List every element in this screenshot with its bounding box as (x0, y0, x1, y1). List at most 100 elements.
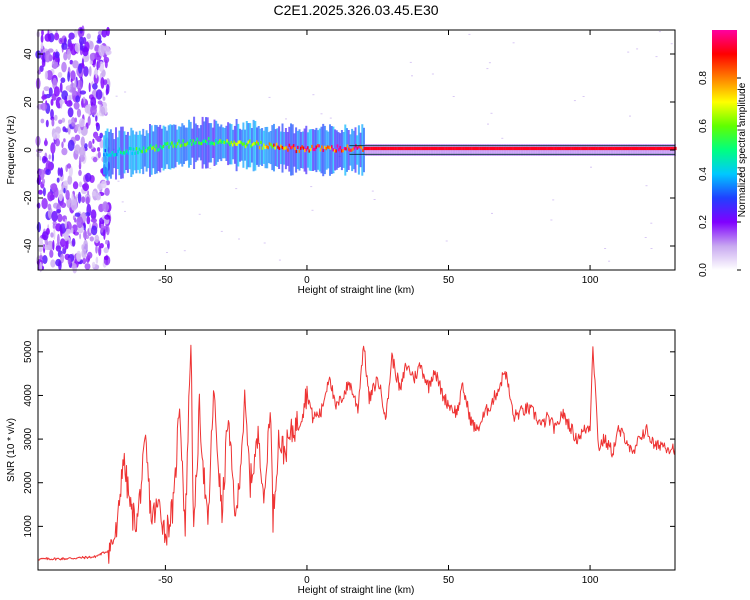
noise-blob (66, 163, 72, 169)
ridge-core (207, 137, 210, 141)
noise-blob (44, 70, 49, 80)
ridge-core (247, 140, 250, 144)
noise-blob (105, 45, 111, 56)
ridge-core (342, 149, 344, 153)
ridge-halo (273, 123, 275, 172)
ridge-core (505, 146, 507, 151)
x-tick-label: 100 (582, 575, 599, 586)
ridge-core (551, 146, 554, 151)
ridge-core (653, 146, 656, 151)
ridge-core (605, 146, 608, 151)
noise-blob (65, 189, 70, 201)
ridge-core (322, 148, 325, 152)
ridge-core (261, 146, 264, 150)
noise-blob (60, 253, 65, 264)
noise-blob (48, 154, 51, 160)
ridge-core (349, 148, 351, 152)
noise-blob (95, 245, 98, 254)
noise-blob (67, 107, 74, 118)
ridge-core (673, 146, 676, 151)
ridge-core (495, 146, 497, 151)
ridge-core (451, 146, 453, 151)
ridge-core (387, 146, 390, 151)
ridge-core (400, 146, 402, 151)
ridge-core (638, 146, 640, 151)
noise-speck (670, 43, 673, 45)
ridge-core (298, 149, 301, 153)
ridge-core (394, 146, 397, 151)
ridge-core (458, 146, 460, 151)
ridge-core (479, 146, 482, 151)
ridge-core (373, 146, 376, 151)
ridge-core (147, 147, 149, 151)
ridge-halo (203, 121, 206, 165)
ridge-core (633, 146, 636, 151)
y-tick-label: -20 (23, 190, 34, 205)
noise-blob (97, 147, 101, 152)
noise-blob (63, 180, 69, 186)
noise-blob (55, 245, 62, 252)
ridge-core (155, 144, 158, 148)
ridge-core (525, 146, 527, 151)
ridge-halo (155, 125, 158, 174)
ridge-core (339, 146, 342, 150)
ridge-core (159, 145, 162, 149)
noise-blob (43, 157, 48, 162)
noise-blob (60, 227, 63, 237)
ridge-core (376, 146, 378, 151)
ridge-core (304, 149, 306, 153)
y-tick-label: 40 (23, 48, 34, 60)
ridge-halo (130, 127, 133, 177)
noise-blob (53, 132, 60, 141)
ridge-core (314, 147, 316, 152)
noise-blob (54, 32, 60, 41)
noise-blob (86, 33, 91, 40)
noise-blob (58, 119, 63, 125)
noise-blob (45, 168, 51, 176)
ridge-core (472, 146, 475, 151)
noise-blob (55, 138, 60, 147)
ridge-core (421, 146, 424, 151)
ridge-core (331, 145, 333, 149)
ridge-halo (150, 125, 153, 175)
noise-blob (74, 117, 77, 123)
ridge-halo (240, 129, 243, 161)
ridge-core (587, 146, 589, 151)
ridge-core (236, 142, 238, 146)
noise-blob (72, 181, 79, 190)
y-tick-label: -40 (23, 238, 34, 253)
colorbar-label: Normalized spectral amplitude (737, 82, 748, 217)
ridge-core (318, 144, 320, 148)
ridge-core (662, 146, 664, 151)
ridge-core (411, 146, 414, 151)
ridge-core (217, 140, 220, 144)
ridge-core (248, 139, 251, 143)
ridge-core (382, 146, 384, 151)
noise-blob (60, 99, 63, 109)
ridge-core (575, 146, 578, 151)
ridge-core (239, 140, 241, 144)
noise-speck (552, 199, 555, 201)
ridge-core (352, 147, 354, 151)
noise-blob (95, 256, 99, 264)
ridge-core (188, 141, 190, 145)
ridge-core (323, 145, 326, 149)
ridge-halo (249, 123, 252, 168)
noise-blob (104, 59, 108, 69)
colorbar-ticks: 0.0 0.2 0.4 0.6 0.8 (698, 71, 741, 277)
ridge-halo (269, 131, 272, 165)
noise-speck (268, 96, 271, 98)
ridge-core (530, 146, 533, 151)
ridge-halo (323, 125, 326, 175)
noise-speck (590, 166, 592, 168)
ridge-core (198, 141, 200, 145)
ridge-core (567, 146, 569, 151)
ridge-core (178, 139, 180, 143)
ridge-core (431, 146, 434, 151)
noise-speck (627, 51, 630, 53)
noise-blob (67, 71, 70, 82)
ridge-halo (128, 135, 131, 170)
ridge-core (290, 146, 292, 150)
ridge-core (401, 146, 404, 151)
ridge-core (104, 149, 107, 153)
